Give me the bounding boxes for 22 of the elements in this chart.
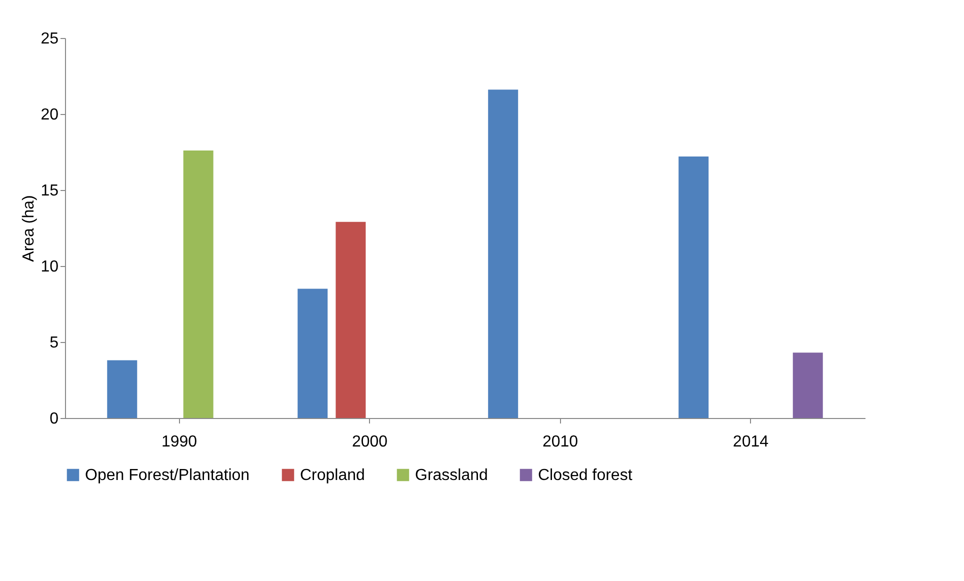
y-axis-title: Area (ha) bbox=[20, 195, 38, 262]
legend-label: Grassland bbox=[415, 467, 488, 484]
x-tick-label: 1990 bbox=[161, 434, 198, 450]
y-tick-label: 15 bbox=[40, 182, 59, 200]
x-tick-label: 2010 bbox=[542, 434, 578, 450]
legend-label: Open Forest/Plantation bbox=[85, 467, 250, 484]
bar bbox=[792, 352, 823, 418]
bar bbox=[336, 222, 366, 418]
bar bbox=[183, 150, 214, 418]
bar bbox=[107, 360, 138, 418]
y-tick-label: 20 bbox=[40, 106, 59, 124]
legend-label: Closed forest bbox=[538, 467, 633, 484]
bar bbox=[488, 90, 518, 418]
x-tick-label: 2014 bbox=[732, 434, 769, 450]
y-tick-label: 25 bbox=[40, 30, 59, 48]
y-tick-label: 10 bbox=[40, 258, 59, 276]
x-tick-label: 2000 bbox=[352, 434, 388, 450]
y-tick-label: 5 bbox=[50, 334, 59, 352]
y-tick-label: 0 bbox=[50, 410, 59, 428]
bar bbox=[678, 156, 709, 418]
legend-label: Cropland bbox=[300, 467, 365, 484]
bar bbox=[298, 288, 328, 418]
